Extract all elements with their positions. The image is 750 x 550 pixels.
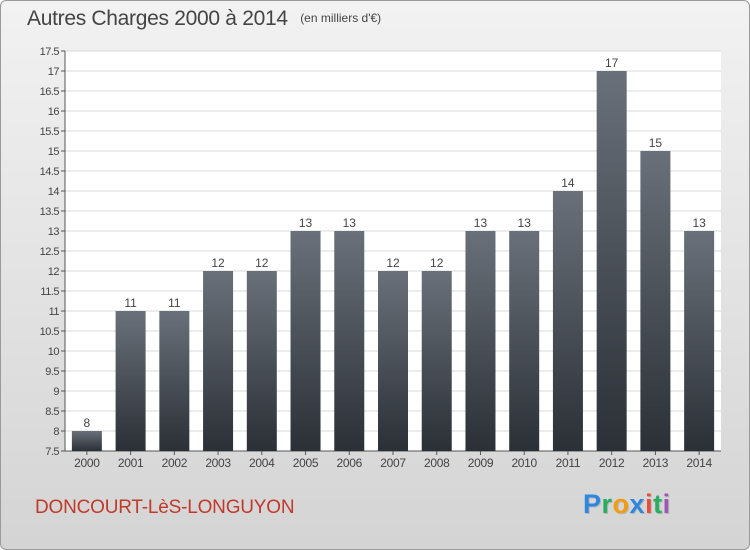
data-label: 15 <box>649 136 663 150</box>
x-tick-label: 2008 <box>424 456 450 470</box>
x-tick-label: 2001 <box>118 456 144 470</box>
y-tick-label: 7.5 <box>45 446 59 458</box>
y-tick-label: 10.5 <box>40 326 60 338</box>
bar <box>552 191 583 451</box>
bar <box>159 311 190 451</box>
data-label: 11 <box>124 296 137 310</box>
bar <box>421 271 452 451</box>
logo-letter: i <box>645 489 654 519</box>
data-label: 11 <box>168 296 181 310</box>
data-label: 12 <box>255 256 269 270</box>
title-unit: (en milliers d'€) <box>300 11 382 25</box>
bar <box>246 271 277 451</box>
bar <box>640 151 671 451</box>
bar <box>290 231 321 451</box>
y-tick-label: 9 <box>53 386 59 398</box>
y-tick-label: 17.5 <box>40 46 60 58</box>
data-label: 13 <box>474 216 488 230</box>
x-tick-label: 2010 <box>511 456 537 470</box>
y-tick-label: 8 <box>53 426 59 438</box>
y-tick-label: 17 <box>48 66 60 78</box>
data-label: 14 <box>561 176 575 190</box>
commune-name: DONCOURT-LèS-LONGUYON <box>35 497 295 518</box>
y-tick-label: 15 <box>48 146 60 158</box>
logo-letter: t <box>653 489 663 519</box>
data-label: 13 <box>692 216 706 230</box>
x-tick-label: 2000 <box>74 456 100 470</box>
y-tick-label: 16 <box>48 106 60 118</box>
x-tick-label: 2005 <box>293 456 319 470</box>
data-label: 13 <box>518 216 532 230</box>
x-tick-label: 2013 <box>643 456 669 470</box>
y-tick-label: 11 <box>49 306 60 318</box>
y-tick-label: 16.5 <box>40 86 60 98</box>
x-tick-label: 2003 <box>205 456 231 470</box>
x-tick-label: 2014 <box>686 456 712 470</box>
x-tick-label: 2012 <box>599 456 625 470</box>
y-tick-label: 14.5 <box>40 166 60 178</box>
y-tick-label: 9.5 <box>45 366 59 378</box>
x-tick-label: 2007 <box>380 456 406 470</box>
data-label: 13 <box>299 216 313 230</box>
logo-letter: o <box>612 489 630 519</box>
bar <box>334 231 365 451</box>
data-label: 12 <box>430 256 444 270</box>
proxiti-logo: Proxiti <box>583 489 671 520</box>
y-tick-label: 12.5 <box>40 246 60 258</box>
y-tick-label: 12 <box>48 266 60 278</box>
bar <box>509 231 540 451</box>
y-tick-label: 13 <box>48 226 60 238</box>
y-tick-label: 11.5 <box>40 286 59 298</box>
y-tick-label: 14 <box>48 186 60 198</box>
logo-letter: r <box>601 489 613 519</box>
bar <box>115 311 146 451</box>
x-tick-label: 2002 <box>162 456 188 470</box>
data-label: 17 <box>605 56 619 70</box>
bar <box>684 231 715 451</box>
data-label: 8 <box>84 416 91 430</box>
logo-letter: i <box>662 489 671 519</box>
y-tick-label: 13.5 <box>40 206 60 218</box>
data-label: 12 <box>386 256 400 270</box>
bar <box>203 271 234 451</box>
bar <box>596 71 627 451</box>
data-label: 13 <box>343 216 357 230</box>
bar <box>71 431 102 451</box>
bar <box>465 231 496 451</box>
logo-letter: P <box>583 489 602 519</box>
logo-letter: x <box>629 489 646 519</box>
x-tick-label: 2009 <box>468 456 494 470</box>
chart-title: Autres Charges 2000 à 2014 (en milliers … <box>27 7 381 31</box>
y-tick-label: 10 <box>48 346 60 358</box>
data-label: 12 <box>211 256 225 270</box>
bar <box>378 271 408 451</box>
x-tick-label: 2006 <box>337 456 363 470</box>
y-tick-label: 15.5 <box>40 126 60 138</box>
y-tick-label: 8.5 <box>45 406 59 418</box>
x-tick-label: 2011 <box>556 456 581 470</box>
x-tick-label: 2004 <box>249 456 275 470</box>
title-text: Autres Charges 2000 à 2014 <box>27 7 288 30</box>
